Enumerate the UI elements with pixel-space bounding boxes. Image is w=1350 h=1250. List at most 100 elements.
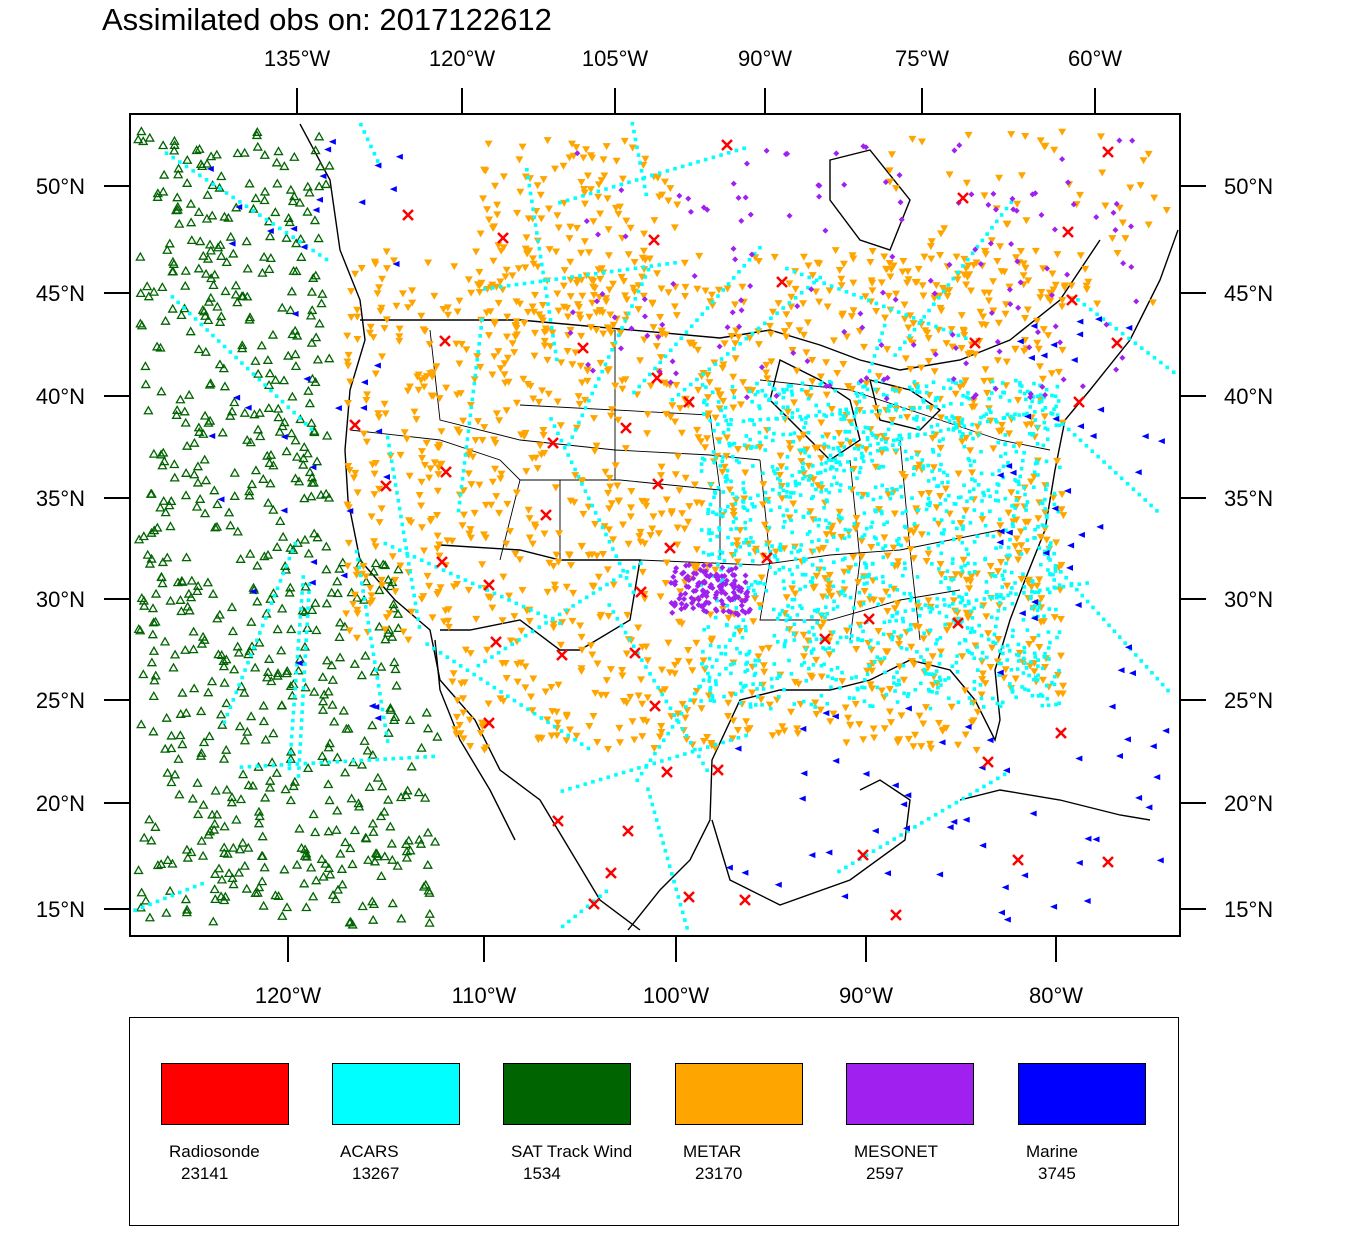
obs-marker-triangle-up-open xyxy=(429,836,441,846)
obs-marker-x-cross xyxy=(547,437,559,449)
obs-marker-triangle-up-open xyxy=(347,919,358,929)
obs-marker-square-dot xyxy=(648,672,652,676)
obs-marker-square-dot xyxy=(835,547,840,552)
obs-marker-square-dot xyxy=(965,648,970,653)
obs-marker-square-dot xyxy=(862,582,867,586)
obs-marker-triangle-up-open xyxy=(181,440,193,450)
obs-marker-square-dot xyxy=(1077,582,1082,587)
obs-marker-triangle-down xyxy=(1047,370,1056,378)
obs-marker-square-dot xyxy=(915,415,919,419)
obs-marker-triangle-down xyxy=(961,687,970,695)
obs-marker-square-dot xyxy=(949,577,953,582)
obs-marker-square-dot xyxy=(912,416,916,421)
obs-marker-square-dot xyxy=(967,489,972,494)
obs-marker-triangle-down xyxy=(1058,491,1067,499)
obs-marker-square-dot xyxy=(577,420,581,425)
obs-marker-triangle-down xyxy=(672,382,681,390)
obs-marker-triangle-up-open xyxy=(140,361,151,371)
obs-marker-square-dot xyxy=(296,639,301,643)
obs-marker-square-dot xyxy=(459,484,464,489)
obs-marker-triangle-up-open xyxy=(173,163,184,173)
obs-marker-square-dot xyxy=(449,571,453,576)
obs-marker-triangle-down xyxy=(634,306,643,314)
obs-marker-square-dot xyxy=(1011,416,1016,421)
obs-marker-square-dot xyxy=(1000,573,1005,578)
obs-marker-triangle-down xyxy=(649,324,658,332)
obs-marker-triangle-left xyxy=(1005,529,1013,536)
obs-marker-triangle-down xyxy=(540,337,549,345)
obs-marker-triangle-up-open xyxy=(327,674,339,684)
obs-marker-triangle-up-open xyxy=(386,838,397,848)
obs-marker-triangle-down xyxy=(866,681,875,689)
obs-marker-triangle-up-open xyxy=(196,835,207,845)
obs-marker-square-dot xyxy=(724,418,729,423)
obs-marker-triangle-down xyxy=(597,265,606,273)
obs-marker-triangle-up-open xyxy=(308,809,319,819)
obs-marker-triangle-up-open xyxy=(208,916,219,926)
obs-marker-triangle-up-open xyxy=(200,475,212,485)
obs-marker-square-dot xyxy=(293,678,298,683)
obs-marker-square-dot xyxy=(985,419,990,424)
obs-marker-triangle-down xyxy=(601,468,610,476)
obs-marker-square-dot xyxy=(660,692,665,697)
obs-marker-triangle-up-open xyxy=(237,769,249,779)
obs-marker-square-dot xyxy=(650,802,655,807)
obs-marker-triangle-down xyxy=(885,708,894,716)
obs-marker-square-dot xyxy=(562,276,566,280)
obs-marker-square-dot xyxy=(926,546,931,551)
obs-marker-triangle-down xyxy=(831,247,840,255)
obs-marker-triangle-down xyxy=(941,485,950,493)
obs-marker-square-dot xyxy=(986,637,991,642)
obs-marker-triangle-down xyxy=(648,299,657,307)
obs-marker-triangle-down xyxy=(1067,282,1076,290)
obs-marker-square-dot xyxy=(789,389,794,394)
obs-marker-square-dot xyxy=(962,424,967,428)
obs-marker-square-dot xyxy=(942,528,947,532)
obs-marker-square-dot xyxy=(522,281,527,286)
obs-marker-triangle-up-open xyxy=(174,789,185,799)
obs-marker-square-dot xyxy=(747,257,752,262)
obs-marker-square-dot xyxy=(790,530,794,535)
obs-marker-square-dot xyxy=(852,438,856,442)
obs-marker-square-dot xyxy=(300,591,304,595)
obs-marker-square-dot xyxy=(895,437,900,442)
obs-marker-triangle-down xyxy=(575,303,584,311)
obs-marker-triangle-down xyxy=(870,734,879,742)
obs-marker-triangle-down xyxy=(1052,539,1061,547)
obs-marker-square-dot xyxy=(969,701,974,706)
obs-marker-square-dot xyxy=(258,213,262,217)
obs-marker-square-dot xyxy=(356,557,360,562)
obs-marker-square-dot xyxy=(863,425,868,430)
obs-marker-square-dot xyxy=(1033,410,1037,414)
obs-marker-square-dot xyxy=(819,470,823,475)
obs-marker-square-dot xyxy=(529,608,533,612)
obs-marker-square-dot xyxy=(792,702,797,706)
obs-marker-diamond xyxy=(583,218,590,225)
obs-marker-triangle-down xyxy=(426,517,435,525)
obs-marker-square-dot xyxy=(952,421,957,425)
obs-marker-square-dot xyxy=(318,253,322,257)
obs-marker-triangle-up-open xyxy=(230,280,242,290)
obs-marker-square-dot xyxy=(1021,572,1025,576)
obs-marker-square-dot xyxy=(1025,389,1030,394)
obs-marker-square-dot xyxy=(858,624,863,629)
obs-marker-triangle-up-open xyxy=(279,417,290,427)
obs-marker-square-dot xyxy=(657,745,662,749)
obs-marker-square-dot xyxy=(255,764,260,769)
obs-marker-square-dot xyxy=(1014,695,1018,700)
obs-marker-square-dot xyxy=(919,319,923,323)
obs-marker-x-cross xyxy=(857,849,869,861)
obs-marker-square-dot xyxy=(305,622,309,627)
obs-marker-triangle-down xyxy=(626,504,635,512)
obs-marker-triangle-down xyxy=(788,346,797,354)
obs-marker-triangle-down xyxy=(887,151,896,159)
obs-marker-square-dot xyxy=(1005,643,1010,648)
obs-marker-triangle-down xyxy=(808,272,817,280)
obs-marker-square-dot xyxy=(753,392,758,397)
obs-marker-square-dot xyxy=(1054,423,1059,428)
obs-marker-square-dot xyxy=(255,638,259,643)
obs-marker-square-dot xyxy=(723,405,728,410)
obs-marker-triangle-up-open xyxy=(285,305,296,315)
obs-marker-triangle-down xyxy=(381,626,390,634)
obs-marker-triangle-down xyxy=(1019,260,1028,268)
